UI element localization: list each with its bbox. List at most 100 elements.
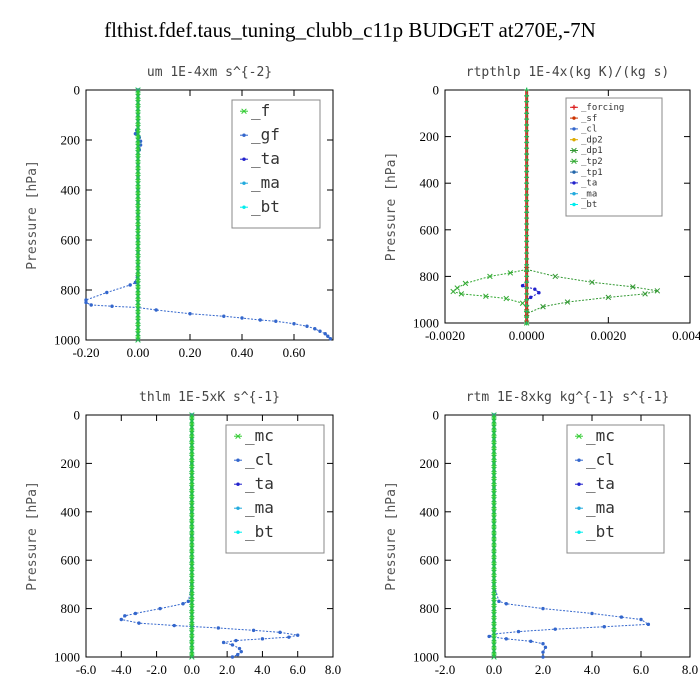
legend-marker (571, 147, 577, 154)
legend-marker (571, 104, 577, 110)
x-tick-label: -4.0 (111, 662, 132, 677)
data-point (323, 332, 327, 336)
x-tick-label: 6.0 (290, 662, 306, 677)
data-point (135, 105, 141, 112)
data-point (491, 557, 497, 563)
data-point (524, 105, 530, 110)
y-tick-label: 1000 (54, 333, 80, 348)
legend-label: _forcing (581, 103, 624, 113)
legend-box (566, 424, 665, 554)
x-tick-label: 0.0000 (509, 328, 545, 343)
legend-marker (242, 157, 246, 161)
legend-marker (242, 181, 246, 185)
data-point (135, 93, 141, 100)
data-point (552, 273, 559, 280)
legend-label: _tp1 (581, 168, 603, 178)
x-tick-label: 0.40 (231, 345, 254, 360)
data-point (292, 322, 296, 326)
x-tick-label: -2.0 (146, 662, 167, 677)
data-point (491, 472, 497, 479)
data-point (189, 521, 195, 527)
y-tick-label: 200 (61, 133, 81, 148)
data-point (135, 318, 141, 325)
legend-label: _bt (245, 522, 274, 541)
data-point (135, 124, 141, 131)
legend-label: _mc (586, 426, 615, 445)
data-point (135, 287, 141, 293)
legend: _f _gf _ta _ma _bt (231, 99, 321, 229)
data-point (491, 533, 497, 539)
legend-label: _cl (581, 125, 597, 135)
y-tick-label: 0 (74, 408, 81, 423)
data-point (491, 515, 497, 521)
legend-marker (577, 506, 581, 510)
data-point (491, 466, 497, 473)
data-point (541, 655, 545, 659)
data-point (491, 648, 497, 654)
legend-marker (577, 482, 581, 486)
data-point (491, 418, 497, 424)
data-point (541, 641, 545, 646)
data-point (189, 454, 195, 461)
legend-label: _ta (251, 149, 280, 168)
data-point (189, 502, 195, 509)
data-point (154, 308, 158, 312)
data-point (491, 611, 497, 618)
legend-marker (572, 181, 576, 185)
plot-frame (85, 89, 334, 341)
x-tick-label: 6.0 (633, 662, 649, 677)
data-point (524, 128, 530, 134)
data-point (260, 637, 265, 641)
data-point (135, 249, 141, 256)
series-mc (189, 412, 195, 660)
legend-label: _ma (581, 189, 597, 199)
data-point (89, 303, 93, 307)
data-point (524, 221, 530, 227)
data-point (540, 303, 546, 310)
x-tick-label: 8.0 (682, 662, 698, 677)
data-point (135, 268, 141, 275)
y-axis-label: Pressure [hPa] (25, 481, 40, 591)
data-point (135, 143, 141, 150)
data-point (135, 118, 141, 125)
y-tick-label: 1000 (54, 650, 80, 665)
data-point (543, 645, 548, 650)
data-point (133, 611, 138, 616)
data-point (541, 650, 545, 654)
data-point (491, 623, 497, 630)
data-point (524, 215, 530, 221)
data-point (487, 273, 493, 280)
data-point (189, 436, 195, 442)
data-point (135, 337, 141, 343)
x-tick-label: 4.0 (254, 662, 270, 677)
data-point (564, 299, 571, 305)
legend-label: _sf (581, 114, 597, 124)
data-point (602, 625, 606, 629)
data-point (119, 617, 123, 622)
data-point (491, 478, 497, 485)
chart-panel-1: um 1E-4xm s^{-2} Pressure [hPa] 0 200 400 600… (25, 65, 334, 360)
legend-marker (572, 127, 576, 131)
data-point (507, 270, 514, 276)
data-point (524, 192, 530, 198)
data-point (654, 288, 661, 294)
legend-marker (236, 458, 240, 462)
legend-label: _dp1 (581, 146, 603, 156)
data-point (524, 116, 530, 122)
legend-marker (241, 108, 247, 114)
legend-marker (571, 158, 577, 165)
data-point (524, 314, 530, 320)
data-point (524, 279, 530, 285)
data-point (524, 134, 530, 139)
legend-marker (576, 433, 582, 439)
data-point (491, 551, 497, 557)
legend: _mc _cl _ta _ma _bt (566, 424, 665, 554)
data-point (524, 250, 530, 256)
data-point (491, 448, 497, 455)
data-point (491, 454, 497, 461)
data-point (135, 299, 141, 306)
data-point (135, 199, 141, 206)
y-tick-label: 800 (61, 283, 81, 298)
data-point (524, 297, 530, 303)
series-ta (520, 279, 541, 302)
